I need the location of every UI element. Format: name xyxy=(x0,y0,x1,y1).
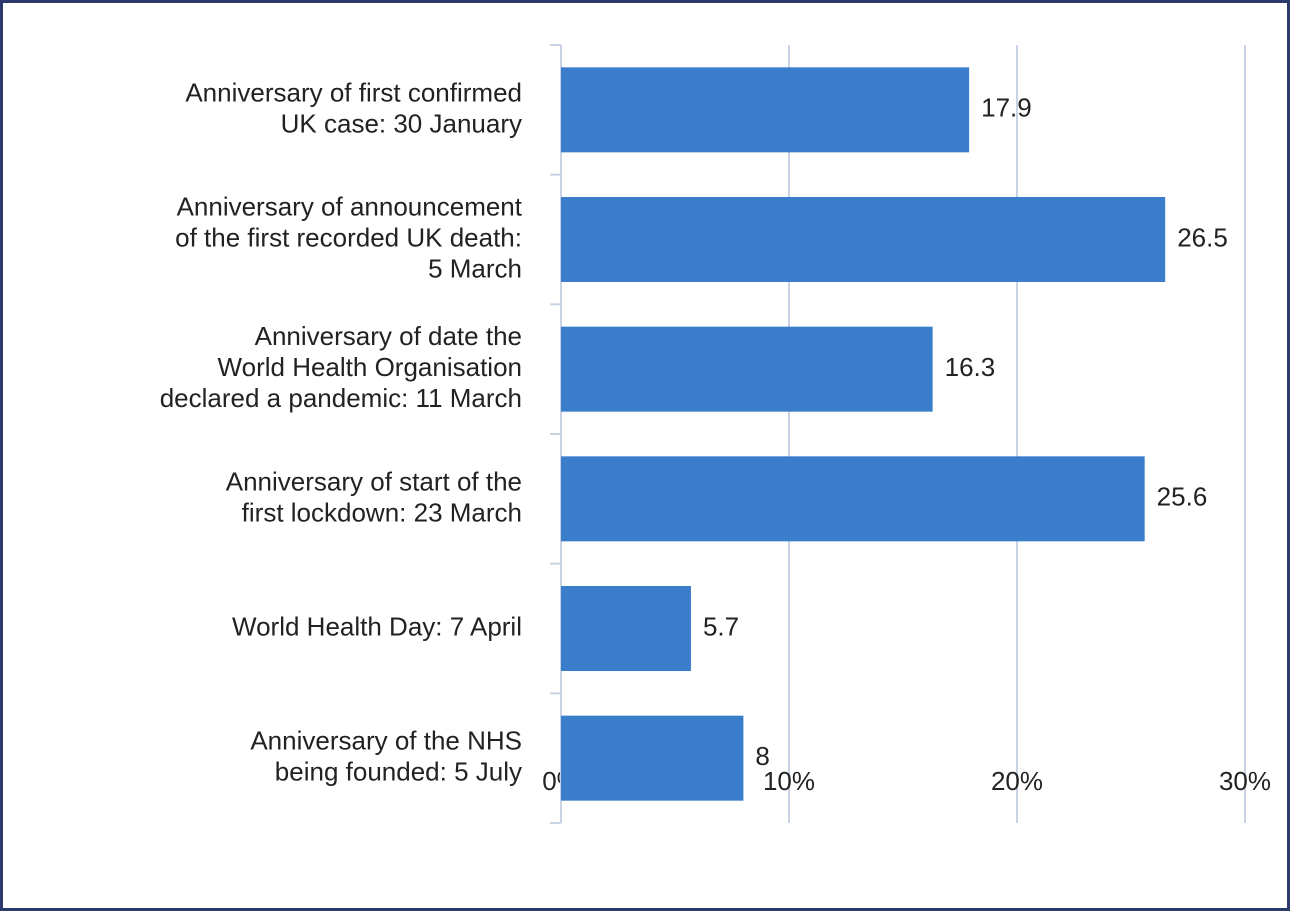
value-label: 5.7 xyxy=(703,611,739,641)
y-tick-label: Anniversary of date the World Health Orga… xyxy=(160,321,522,413)
y-tick-label: Anniversary of first confirmed UK case: 3… xyxy=(185,77,522,138)
bar xyxy=(561,456,1145,542)
value-label: 25.6 xyxy=(1157,482,1208,512)
bar xyxy=(561,715,744,801)
y-tick-label: Anniversary of announcement of the first … xyxy=(175,191,523,283)
y-tick-label: Anniversary of start of the first lockdow… xyxy=(226,466,522,527)
bar xyxy=(561,67,970,153)
bar xyxy=(561,326,933,412)
value-label: 17.9 xyxy=(981,93,1032,123)
bar xyxy=(561,197,1166,282)
value-label: 8 xyxy=(755,741,769,771)
bar xyxy=(561,586,691,671)
x-tick-label: 10% xyxy=(763,766,815,796)
x-tick-label: 20% xyxy=(991,766,1043,796)
y-tick-label: World Health Day: 7 April xyxy=(232,611,522,641)
value-label: 26.5 xyxy=(1177,222,1228,252)
x-tick-label: 30% xyxy=(1219,766,1271,796)
value-label: 16.3 xyxy=(945,352,996,382)
y-tick-label: Anniversary of the NHS being founded: 5 J… xyxy=(250,726,522,787)
